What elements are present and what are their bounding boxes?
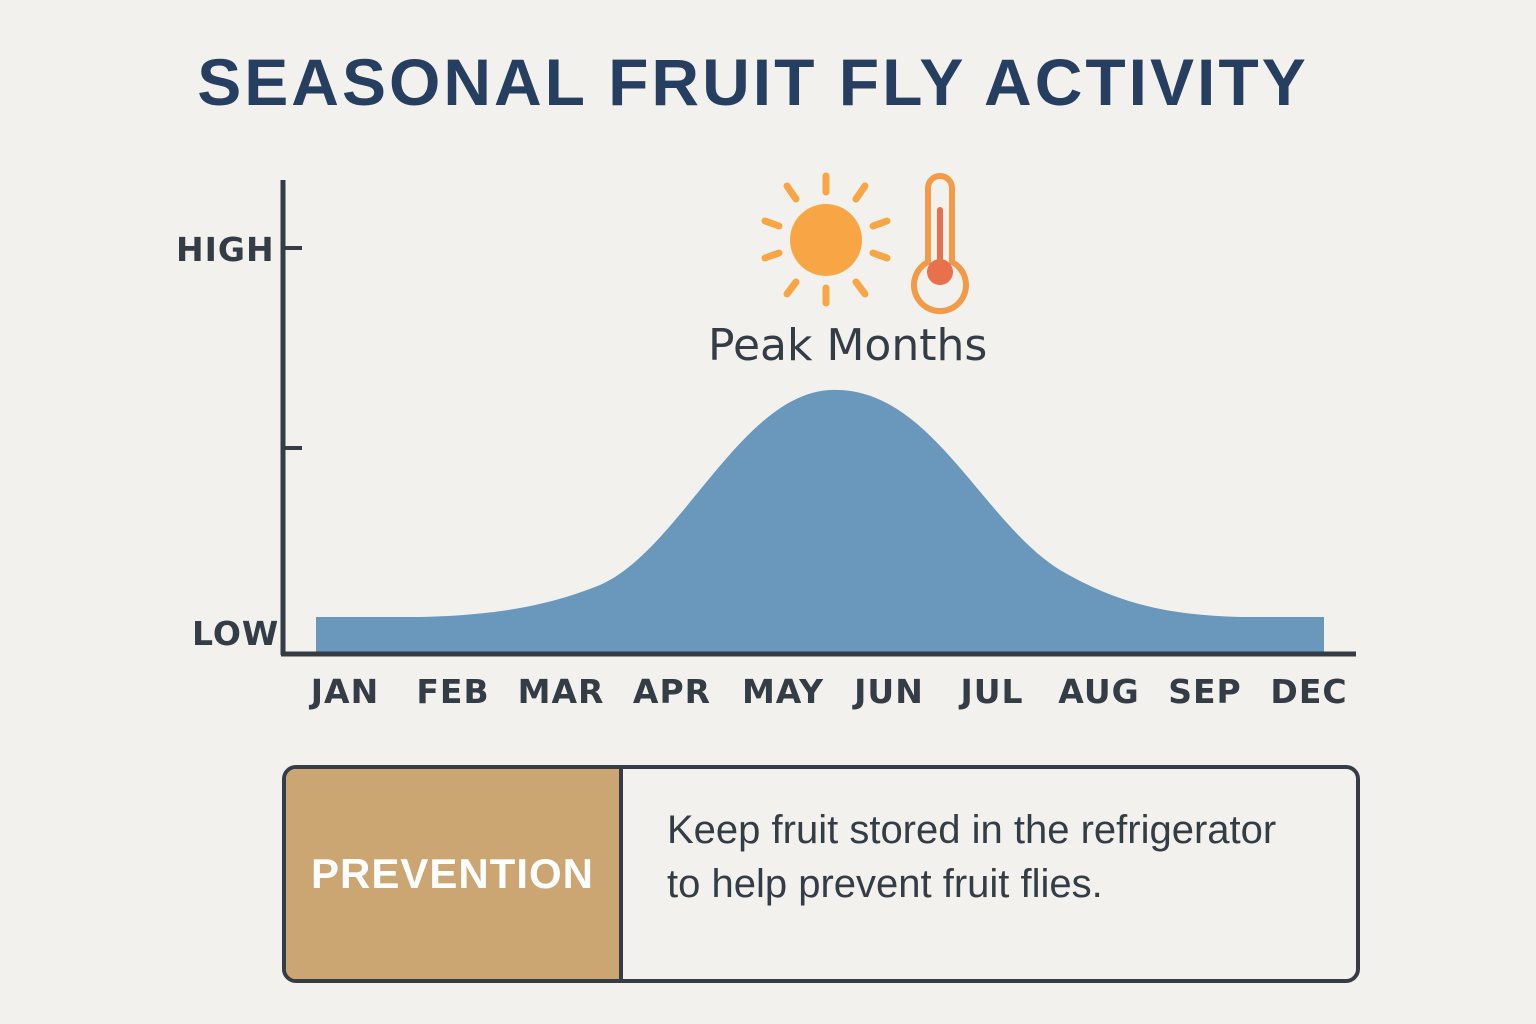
month-label: SEP — [1168, 672, 1242, 711]
prevention-callout: PREVENTION Keep fruit stored in the refr… — [282, 765, 1360, 983]
month-label: FEB — [416, 672, 490, 711]
month-label: MAR — [517, 672, 605, 711]
thermometer-icon — [911, 173, 969, 314]
chart-title: SEASONAL FRUIT FLY ACTIVITY — [197, 45, 1309, 119]
month-label: JUL — [960, 672, 1024, 711]
peak-months-label: Peak Months — [708, 320, 988, 371]
month-label: JAN — [310, 672, 380, 711]
month-label: APR — [632, 672, 712, 711]
prevention-tag-label: PREVENTION — [310, 850, 595, 897]
activity-area — [316, 389, 1324, 654]
month-label: DEC — [1270, 672, 1348, 711]
month-label: MAY — [741, 672, 825, 711]
month-label: JUN — [854, 672, 924, 711]
month-label: AUG — [1058, 672, 1140, 711]
prevention-text: Keep fruit stored in the refrigerator to… — [667, 808, 1277, 906]
sun-icon — [761, 172, 891, 307]
y-label-low: LOW — [192, 614, 280, 653]
prevention-tag: PREVENTION — [286, 769, 623, 979]
y-label-high: HIGH — [176, 230, 275, 269]
